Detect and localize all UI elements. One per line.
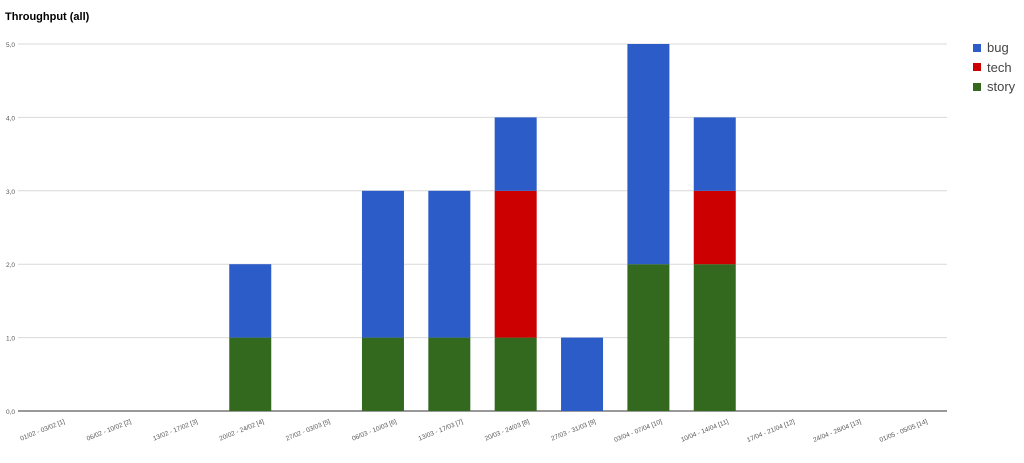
chart-title: Throughput (all) xyxy=(5,11,90,23)
x-tick-label: 20/03 - 24/03 [8] xyxy=(484,418,531,442)
y-tick-label: 1,0 xyxy=(6,336,15,343)
x-tick-label: 03/04 - 07/04 [10] xyxy=(613,418,663,444)
y-tick-label: 0,0 xyxy=(6,409,15,416)
bar-story[interactable] xyxy=(494,337,537,411)
bar-bug[interactable] xyxy=(494,117,537,191)
y-tick-label: 5,0 xyxy=(6,42,15,49)
x-tick-label: 10/04 - 14/04 [11] xyxy=(680,418,730,443)
gridlines xyxy=(18,43,947,412)
x-tick-label: 27/03 - 31/03 [9] xyxy=(550,418,597,442)
x-tick-label: 01/05 - 05/05 [14] xyxy=(879,418,929,444)
legend-label: bug xyxy=(987,40,1009,56)
bar-tech[interactable] xyxy=(693,190,736,265)
x-tick-label: 17/04 - 21/04 [12] xyxy=(746,418,796,444)
bar-story[interactable] xyxy=(627,264,670,411)
x-tick-label: 01/02 - 03/02 [1] xyxy=(19,418,66,442)
x-tick-label: 20/02 - 24/02 [4] xyxy=(218,418,265,442)
y-axis: 0,0 1,0 2,0 3,0 4,0 5,0 xyxy=(6,42,15,416)
y-tick-label: 4,0 xyxy=(6,115,15,122)
y-tick-label: 3,0 xyxy=(6,189,15,196)
legend-label: story xyxy=(987,79,1016,95)
bar-bug[interactable] xyxy=(627,44,670,265)
legend-item-bug[interactable]: bug xyxy=(973,38,1015,58)
legend-item-story[interactable]: story xyxy=(973,77,1015,97)
bar-bug[interactable] xyxy=(428,190,471,338)
bar-bug[interactable] xyxy=(361,190,404,338)
x-tick-label: 24/04 - 28/04 [13] xyxy=(812,418,862,444)
bar-story[interactable] xyxy=(428,337,471,411)
bar-story[interactable] xyxy=(693,264,736,411)
x-tick-label: 06/03 - 10/03 [6] xyxy=(351,418,398,442)
bar-tech[interactable] xyxy=(494,190,537,338)
x-axis: 01/02 - 03/02 [1] 06/02 - 10/02 [2] 13/02 … xyxy=(19,418,928,444)
legend-swatch-tech xyxy=(973,63,981,72)
x-tick-label: 13/02 - 17/02 [3] xyxy=(152,418,199,442)
bar-bug[interactable] xyxy=(229,264,272,338)
bar-story[interactable] xyxy=(361,337,404,411)
legend-item-tech[interactable]: tech xyxy=(973,58,1015,78)
x-tick-label: 06/02 - 10/02 [2] xyxy=(86,418,133,442)
legend-label: tech xyxy=(987,59,1012,75)
legend-swatch-bug xyxy=(973,43,981,52)
y-tick-label: 2,0 xyxy=(6,262,15,269)
bar-story[interactable] xyxy=(229,337,272,411)
x-tick-label: 27/02 - 03/03 [5] xyxy=(285,418,332,442)
legend-swatch-story xyxy=(973,82,981,91)
bars xyxy=(229,44,736,411)
x-tick-label: 13/03 - 17/03 [7] xyxy=(418,418,465,442)
bar-bug[interactable] xyxy=(561,337,604,411)
bar-bug[interactable] xyxy=(693,117,736,191)
legend: bug tech story xyxy=(973,38,1015,97)
